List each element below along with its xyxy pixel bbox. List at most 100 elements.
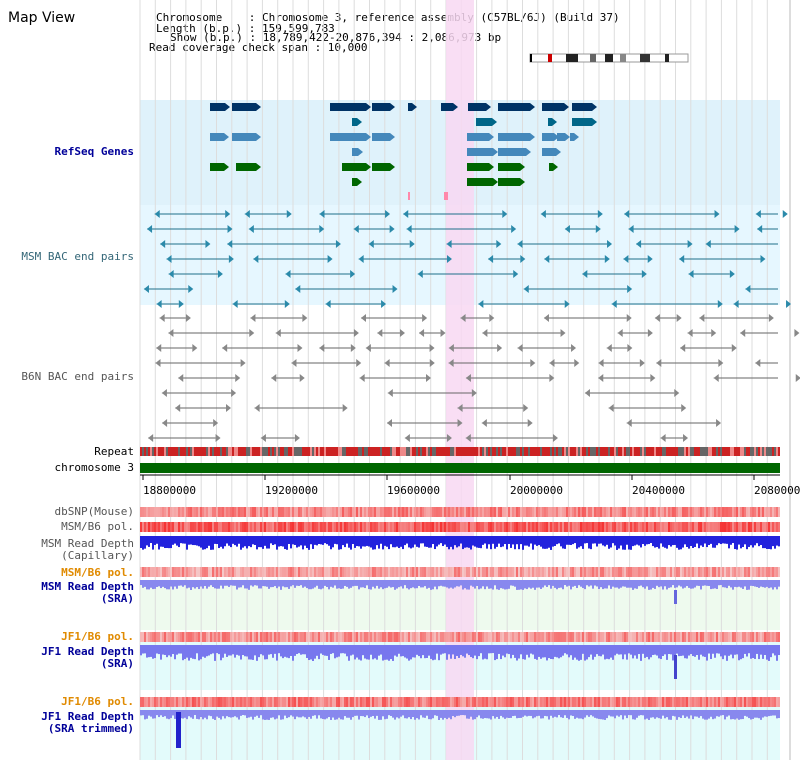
heat-cell <box>696 522 698 532</box>
heat-cell <box>494 507 496 517</box>
heat-cell <box>224 697 226 707</box>
bac-end-marker <box>285 270 291 278</box>
depth-bar <box>628 536 630 550</box>
repeat-element <box>556 447 558 456</box>
heat-cell <box>718 522 720 532</box>
heat-cell <box>754 567 756 577</box>
depth-bar <box>550 645 552 659</box>
bac-end-marker <box>513 270 519 278</box>
depth-bar <box>170 580 172 587</box>
heat-cell <box>412 567 414 577</box>
repeat-element <box>616 447 618 456</box>
heat-cell <box>170 697 172 707</box>
repeat-element <box>280 447 282 456</box>
depth-bar <box>642 536 644 545</box>
repeat-element <box>610 447 612 456</box>
heat-cell <box>756 697 758 707</box>
depth-bar <box>688 710 690 719</box>
depth-bar <box>686 536 688 547</box>
heat-cell <box>190 632 192 642</box>
heat-cell <box>554 632 556 642</box>
depth-bar <box>474 710 476 720</box>
b6n-end-marker <box>457 404 463 412</box>
depth-bar <box>386 580 388 588</box>
heat-cell <box>308 507 310 517</box>
depth-bar <box>156 645 158 654</box>
depth-bar <box>358 536 360 547</box>
repeat-element <box>242 447 244 456</box>
depth-bar <box>262 645 264 656</box>
heat-cell <box>140 632 142 642</box>
heat-cell <box>670 632 672 642</box>
repeat-element <box>314 447 316 456</box>
heat-cell <box>726 567 728 577</box>
depth-bar <box>202 580 204 589</box>
heat-cell <box>218 522 220 532</box>
heat-cell <box>208 567 210 577</box>
repeat-element <box>150 447 152 456</box>
heat-cell <box>356 697 358 707</box>
heat-cell <box>398 507 400 517</box>
heat-cell <box>394 522 396 532</box>
repeat-element <box>648 447 650 456</box>
depth-bar <box>684 580 686 588</box>
heat-cell <box>472 522 474 532</box>
depth-bar <box>510 580 512 586</box>
heat-cell <box>366 522 368 532</box>
depth-bar <box>356 645 358 658</box>
heat-cell <box>622 632 624 642</box>
heat-cell <box>192 522 194 532</box>
depth-bar <box>456 645 458 656</box>
heat-cell <box>352 567 354 577</box>
depth-bar <box>172 580 174 590</box>
heat-cell <box>302 522 304 532</box>
repeat-element <box>590 447 592 456</box>
depth-bar <box>692 536 694 548</box>
heat-cell <box>240 567 242 577</box>
depth-bar <box>154 536 156 545</box>
depth-bar <box>592 710 594 717</box>
heat-cell <box>480 632 482 642</box>
depth-bar <box>254 645 256 656</box>
heat-cell <box>706 507 708 517</box>
heat-cell <box>146 507 148 517</box>
depth-bar <box>266 710 268 720</box>
heat-cell <box>628 507 630 517</box>
heat-cell <box>760 567 762 577</box>
bac-end-marker <box>523 285 529 293</box>
heat-cell <box>202 507 204 517</box>
depth-bar <box>408 710 410 718</box>
depth-bar <box>366 645 368 660</box>
gene-feature <box>330 133 366 141</box>
heat-cell <box>272 697 274 707</box>
heat-cell <box>288 507 290 517</box>
depth-bar <box>710 536 712 544</box>
depth-bar <box>372 710 374 716</box>
heat-cell <box>372 697 374 707</box>
depth-bar <box>718 645 720 654</box>
heat-cell <box>762 632 764 642</box>
heat-cell <box>290 567 292 577</box>
depth-bar <box>286 710 288 719</box>
heat-cell <box>432 507 434 517</box>
depth-bar <box>480 580 482 589</box>
heat-cell <box>612 632 614 642</box>
repeat-element <box>146 447 148 456</box>
b6n-end-marker <box>359 374 365 382</box>
depth-bar <box>684 645 686 659</box>
depth-bar <box>208 710 210 716</box>
heat-cell <box>476 697 478 707</box>
heat-cell <box>164 632 166 642</box>
heat-cell <box>608 567 610 577</box>
depth-bar <box>428 645 430 656</box>
heat-cell <box>416 697 418 707</box>
heat-cell <box>196 697 198 707</box>
depth-bar <box>648 645 650 660</box>
heat-cell <box>210 697 212 707</box>
heat-cell <box>300 567 302 577</box>
depth-bar <box>158 710 160 718</box>
heat-cell <box>568 567 570 577</box>
depth-bar <box>776 710 778 719</box>
depth-bar <box>434 710 436 716</box>
